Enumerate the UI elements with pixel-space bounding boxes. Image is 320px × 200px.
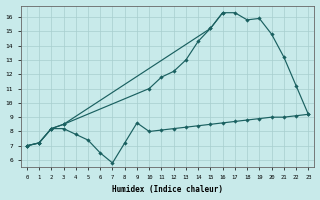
X-axis label: Humidex (Indice chaleur): Humidex (Indice chaleur): [112, 185, 223, 194]
